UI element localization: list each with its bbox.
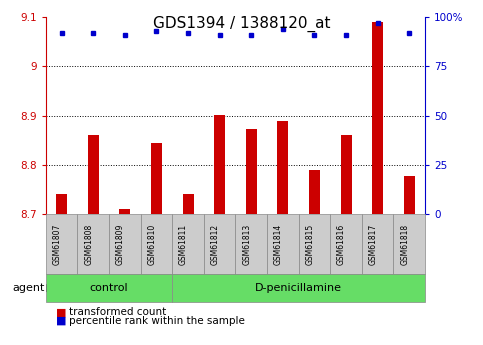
Text: GSM61818: GSM61818: [400, 224, 409, 265]
Bar: [277, 121, 288, 214]
Text: GDS1394 / 1388120_at: GDS1394 / 1388120_at: [153, 16, 330, 32]
Text: control: control: [90, 283, 128, 293]
Bar: [56, 194, 67, 214]
Text: percentile rank within the sample: percentile rank within the sample: [69, 316, 245, 326]
Text: GSM61817: GSM61817: [369, 224, 378, 265]
Text: transformed count: transformed count: [69, 307, 166, 317]
Text: GSM61813: GSM61813: [242, 224, 251, 265]
Text: GSM61811: GSM61811: [179, 224, 188, 265]
Text: GSM61810: GSM61810: [147, 224, 156, 265]
Text: GSM61807: GSM61807: [53, 224, 62, 265]
Text: agent: agent: [13, 283, 45, 293]
Bar: [309, 170, 320, 214]
Text: GSM61815: GSM61815: [305, 224, 314, 265]
Text: ■: ■: [56, 316, 66, 326]
Text: GSM61814: GSM61814: [274, 224, 283, 265]
Bar: [119, 209, 130, 214]
Bar: [151, 142, 162, 214]
Bar: [183, 194, 194, 214]
Text: ▶: ▶: [46, 283, 55, 293]
Text: GSM61808: GSM61808: [84, 224, 93, 265]
Text: D-penicillamine: D-penicillamine: [255, 283, 342, 293]
Bar: [372, 22, 383, 214]
Bar: [246, 129, 257, 214]
Bar: [88, 135, 99, 214]
Bar: [214, 115, 225, 214]
Bar: [341, 135, 352, 214]
Bar: [404, 176, 415, 214]
Text: GSM61809: GSM61809: [116, 224, 125, 265]
Text: ■: ■: [56, 307, 66, 317]
Text: GSM61816: GSM61816: [337, 224, 346, 265]
Text: GSM61812: GSM61812: [211, 224, 220, 265]
